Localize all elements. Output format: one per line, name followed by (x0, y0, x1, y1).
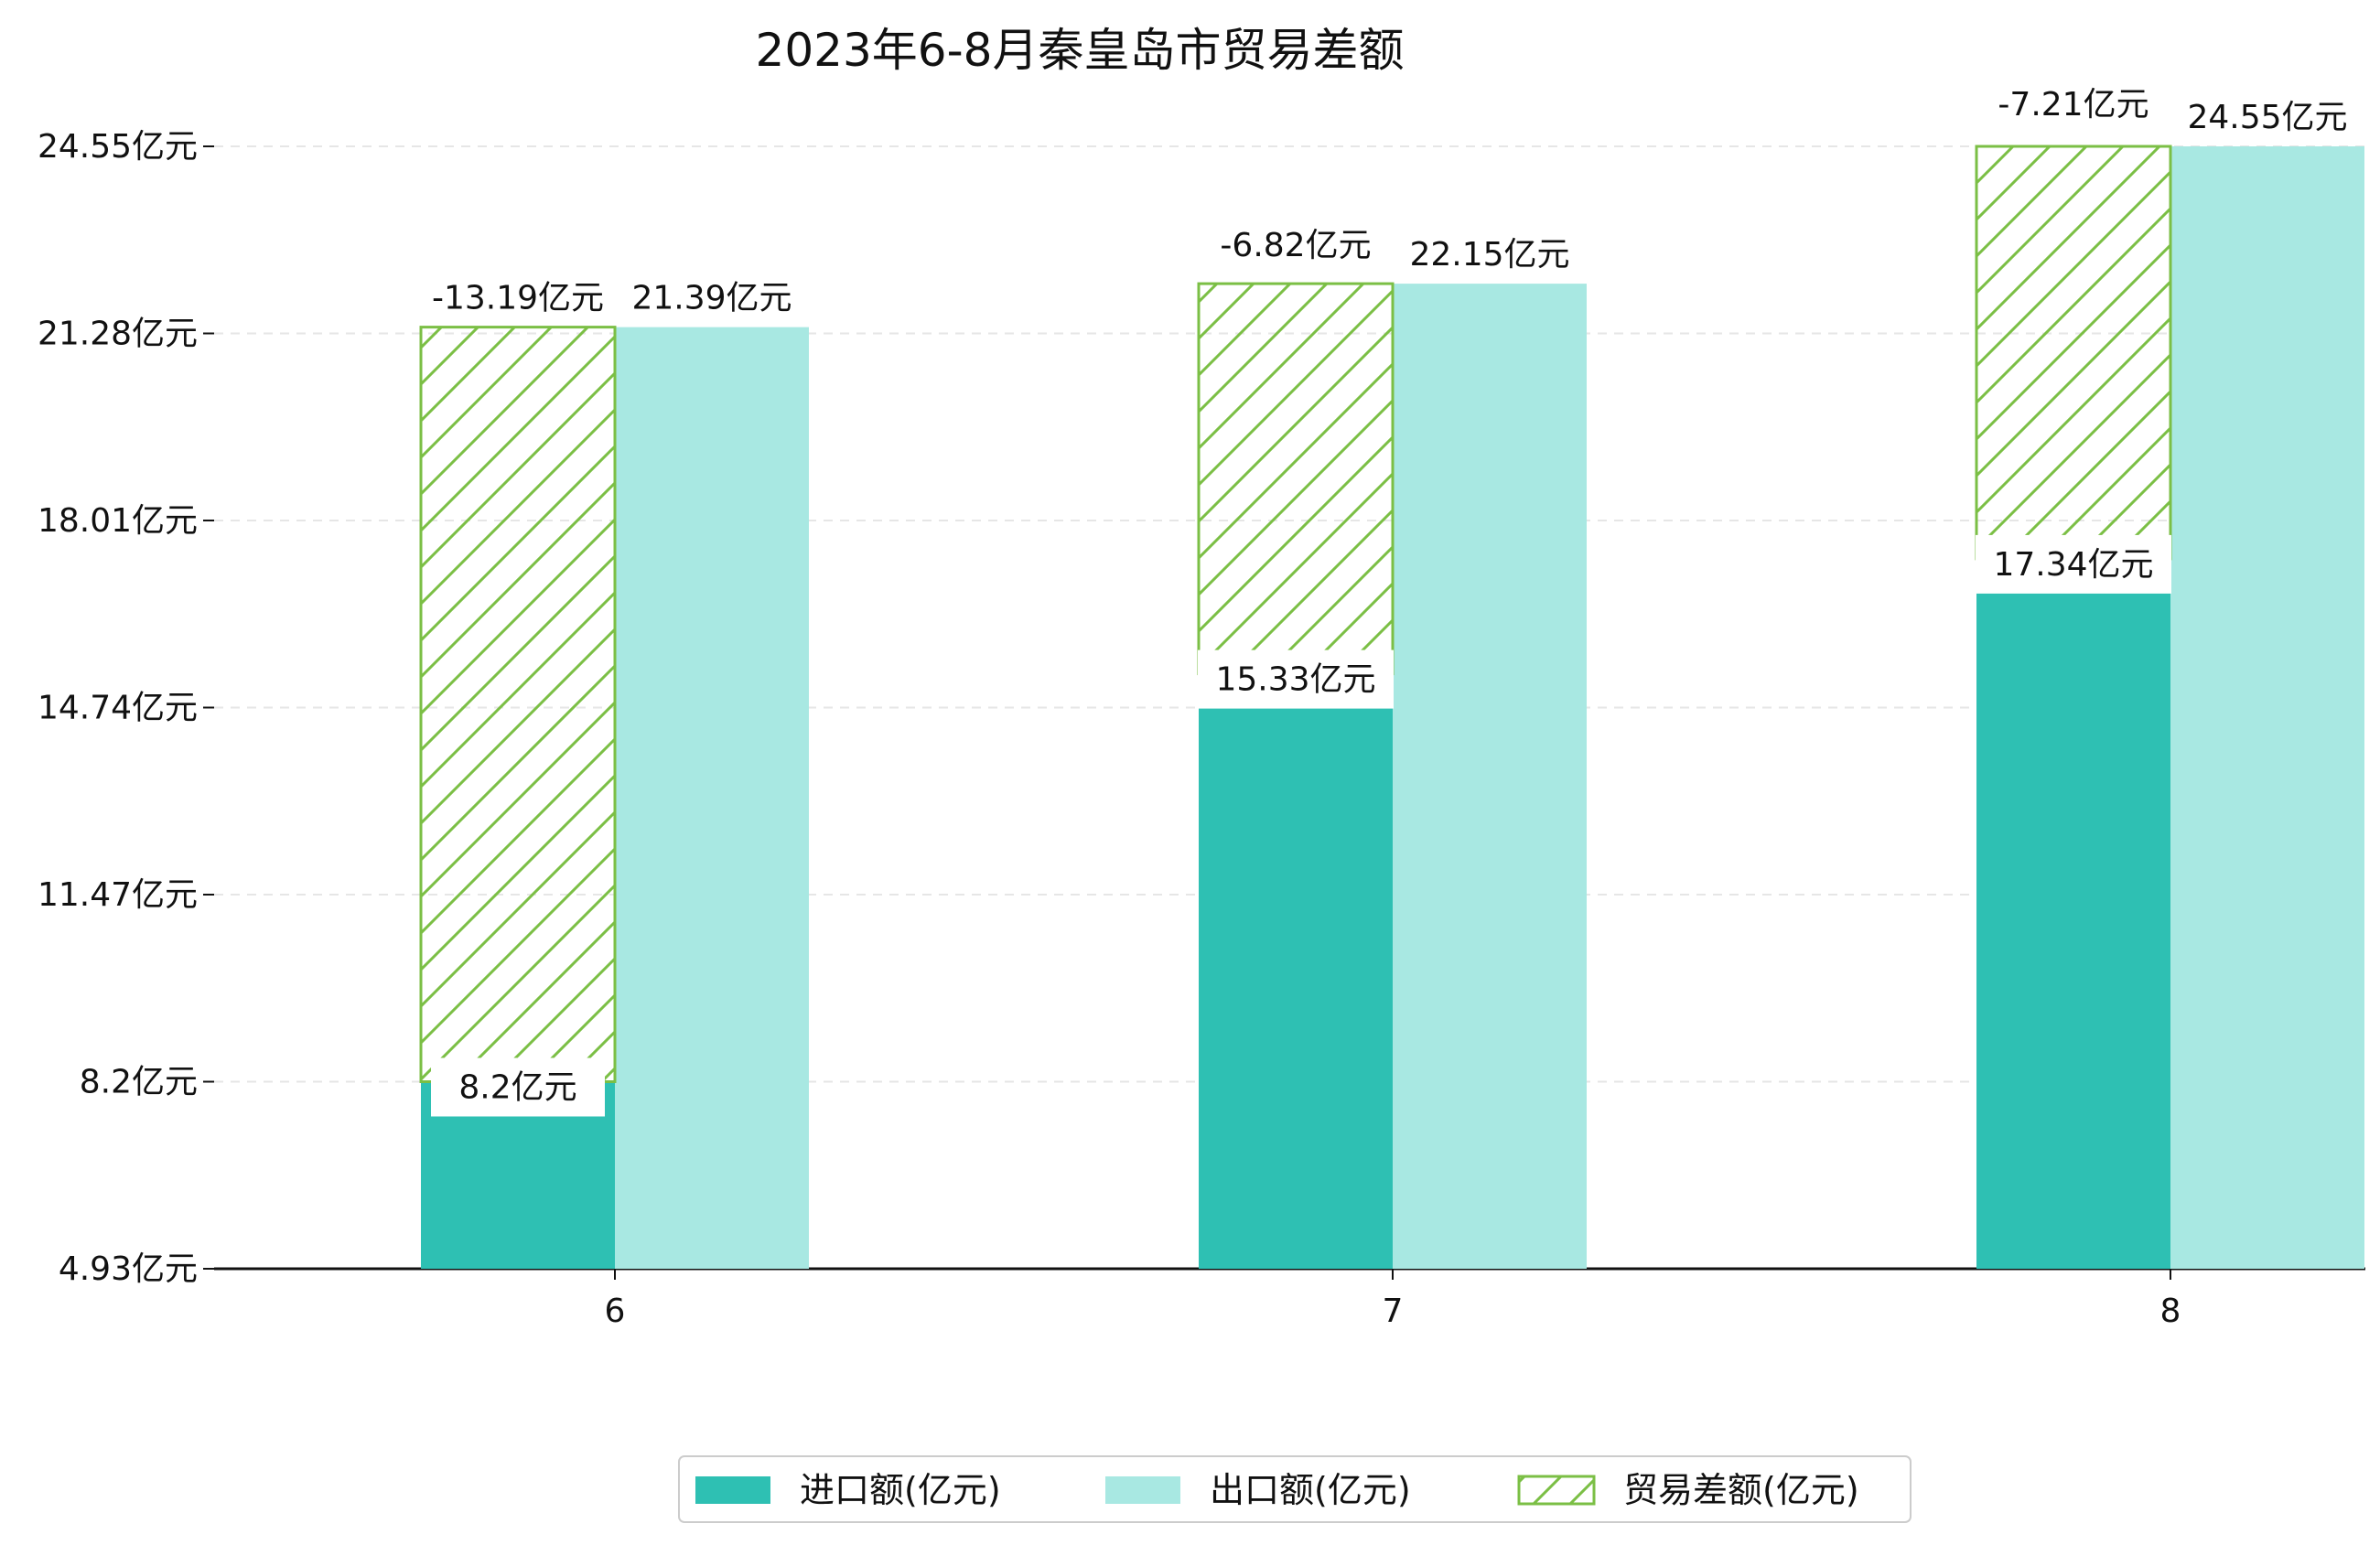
export-value-label: 24.55亿元 (2187, 99, 2347, 136)
bar-import (1199, 673, 1393, 1269)
legend: 进口额(亿元) 出口额(亿元) 贸易差额(亿元) (678, 1455, 1912, 1523)
bar-export (2170, 146, 2364, 1269)
import-label-bg (431, 1057, 605, 1117)
legend-label: 进口额(亿元) (800, 1470, 1001, 1510)
bar-export (615, 327, 809, 1269)
y-tick-label: 14.74亿元 (38, 690, 198, 727)
x-tick-label: 7 (1383, 1293, 1404, 1330)
legend-label: 贸易差额(亿元) (1623, 1470, 1859, 1510)
legend-box (678, 1455, 1912, 1523)
label-layer: 8.2亿元 21.39亿元 -13.19亿元 15.33亿元 22.15亿元 -6.82亿… (414, 79, 2348, 1117)
y-tick-label: 21.28亿元 (38, 316, 198, 353)
y-tick-label: 24.55亿元 (38, 128, 198, 166)
import-label-bg (1976, 534, 2171, 594)
import-label-bg (1198, 649, 1394, 709)
balance-label-bg (1191, 220, 1400, 272)
export-value-label: 22.15亿元 (1409, 236, 1569, 274)
x-tick-label: 6 (605, 1293, 626, 1330)
bar-trade-balance (1975, 145, 2172, 561)
bar-export (1393, 284, 1587, 1269)
bar-layer (419, 145, 2364, 1269)
legend-swatch-import (695, 1476, 770, 1504)
y-tick-label: 11.47亿元 (38, 876, 198, 914)
y-tick-label: 8.2亿元 (80, 1064, 198, 1101)
bar-trade-balance (1197, 282, 1395, 676)
bar-trade-balance (419, 326, 617, 1083)
balance-label-bg (414, 272, 622, 324)
import-value-label: 17.34亿元 (1993, 546, 2153, 584)
legend-swatch-trade-balance (1517, 1475, 1596, 1506)
balance-value-label: -13.19亿元 (432, 280, 604, 317)
balance-label-bg (1969, 79, 2178, 130)
bar-import (1976, 558, 2170, 1269)
import-value-label: 8.2亿元 (458, 1069, 576, 1107)
chart-title: 2023年6-8月秦皇岛市贸易差额 (756, 24, 1405, 77)
import-value-label: 15.33亿元 (1215, 661, 1375, 699)
legend-swatch-export (1105, 1476, 1180, 1504)
y-tick-label: 18.01亿元 (38, 502, 198, 540)
balance-value-label: -7.21亿元 (1998, 86, 2148, 123)
y-tick-label: 4.93亿元 (59, 1250, 198, 1288)
balance-value-label: -6.82亿元 (1220, 227, 1371, 264)
legend-label: 出口额(亿元) (1210, 1470, 1411, 1510)
x-tick-label: 8 (2160, 1293, 2181, 1330)
export-value-label: 21.39亿元 (631, 280, 792, 317)
